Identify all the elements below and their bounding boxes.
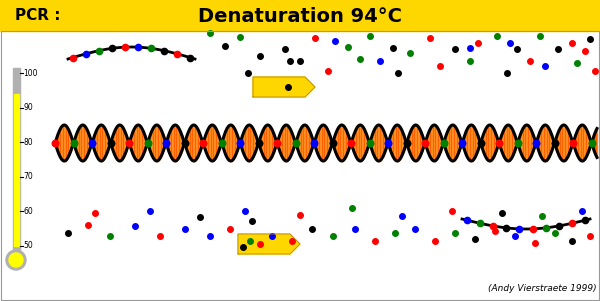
Polygon shape [253,77,315,97]
Text: PCR :: PCR : [15,8,61,23]
Text: 90: 90 [23,103,33,112]
Text: (Andy Vierstraete 1999): (Andy Vierstraete 1999) [488,284,597,293]
Text: 50: 50 [23,241,33,250]
Text: 60: 60 [23,207,33,216]
Bar [0,0,600,31]
Bar [14,94,19,246]
Bar [13,68,19,251]
Text: Denaturation 94°C: Denaturation 94°C [198,7,402,26]
Circle shape [6,250,26,270]
Bar [1,31,599,300]
Text: 70: 70 [23,172,33,181]
Text: 100: 100 [23,69,38,77]
Text: 80: 80 [23,138,33,147]
Circle shape [9,253,23,267]
Polygon shape [238,234,300,254]
